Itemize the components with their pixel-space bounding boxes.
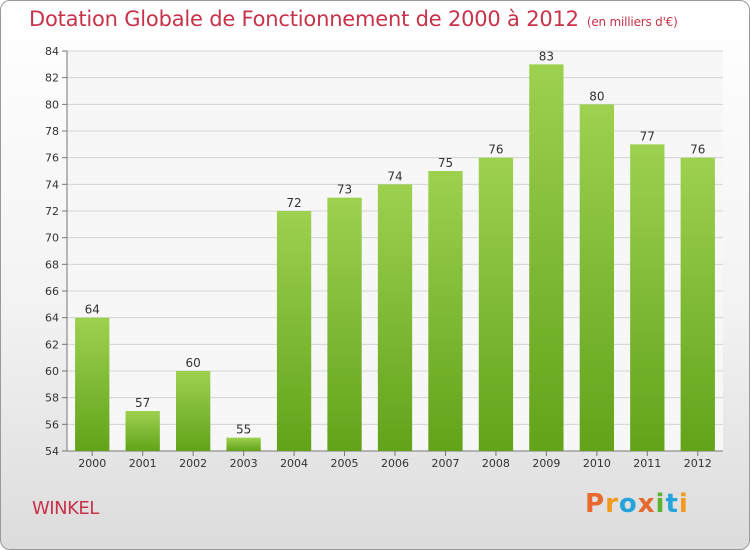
bar-2004 — [276, 211, 312, 451]
y-tick-label: 80 — [45, 98, 59, 111]
x-tick-label: 2005 — [331, 457, 359, 470]
title-text: Dotation Globale de Fonctionnement de 20… — [29, 7, 579, 31]
data-label: 74 — [387, 169, 402, 183]
data-label: 73 — [337, 183, 352, 197]
x-tick-label: 2012 — [684, 457, 712, 470]
data-label: 80 — [589, 89, 604, 103]
y-tick-label: 60 — [45, 365, 59, 378]
x-tick-label: 2000 — [78, 457, 106, 470]
chart-subtitle: (en milliers d'€) — [586, 15, 678, 29]
data-label: 75 — [438, 156, 453, 170]
brand-letter: i — [678, 489, 689, 519]
bar-2008 — [478, 157, 514, 451]
y-tick-label: 82 — [45, 72, 59, 85]
x-tick-label: 2008 — [482, 457, 510, 470]
x-tick-label: 2002 — [179, 457, 207, 470]
y-tick-label: 56 — [45, 418, 59, 431]
bar-2011 — [630, 144, 665, 452]
data-label: 76 — [488, 143, 503, 157]
y-tick-label: 66 — [45, 285, 59, 298]
y-tick-label: 54 — [45, 445, 59, 458]
x-tick-label: 2009 — [532, 457, 560, 470]
x-tick-label: 2003 — [230, 457, 258, 470]
bar-2010 — [579, 104, 615, 451]
y-tick-label: 64 — [45, 312, 59, 325]
data-label: 76 — [690, 143, 705, 157]
data-label: 64 — [85, 303, 100, 317]
data-label: 83 — [539, 49, 554, 63]
brand-letter: i — [655, 489, 666, 519]
commune-name: WINKEL — [32, 498, 99, 519]
bar-2003 — [226, 437, 261, 451]
y-tick-label: 58 — [45, 392, 59, 405]
x-tick-label: 2011 — [633, 457, 661, 470]
y-tick-label: 76 — [45, 152, 59, 165]
data-label: 77 — [640, 129, 655, 143]
x-tick-label: 2006 — [381, 457, 409, 470]
y-tick-label: 84 — [45, 45, 59, 58]
bar-2000 — [75, 317, 110, 451]
x-tick-label: 2004 — [280, 457, 308, 470]
y-tick-label: 62 — [45, 338, 59, 351]
bar-2006 — [377, 184, 413, 452]
y-tick-label: 74 — [45, 178, 59, 191]
bar-2012 — [680, 157, 715, 451]
brand-letter: x — [637, 489, 656, 519]
bar-2001 — [125, 411, 160, 451]
y-tick-label: 68 — [45, 258, 59, 271]
data-label: 57 — [135, 396, 150, 410]
bar-2007 — [428, 171, 463, 451]
bar-2002 — [175, 371, 211, 451]
data-label: 55 — [236, 423, 251, 437]
x-tick-label: 2001 — [129, 457, 157, 470]
x-tick-label: 2010 — [583, 457, 611, 470]
bar-2005 — [327, 197, 362, 451]
data-label: 60 — [186, 356, 201, 370]
y-tick-label: 78 — [45, 125, 59, 138]
y-tick-label: 72 — [45, 205, 59, 218]
bar-2009 — [529, 64, 564, 452]
data-label: 72 — [286, 196, 301, 210]
brand-letter: o — [618, 489, 638, 519]
y-tick-label: 70 — [45, 232, 59, 245]
brand-letter: r — [605, 489, 619, 519]
brand-letter: t — [665, 489, 679, 519]
chart-title: Dotation Globale de Fonctionnement de 20… — [29, 7, 678, 31]
proxiti-logo: Proxiti — [585, 489, 689, 519]
brand-letter: P — [585, 489, 606, 519]
x-tick-label: 2007 — [431, 457, 459, 470]
